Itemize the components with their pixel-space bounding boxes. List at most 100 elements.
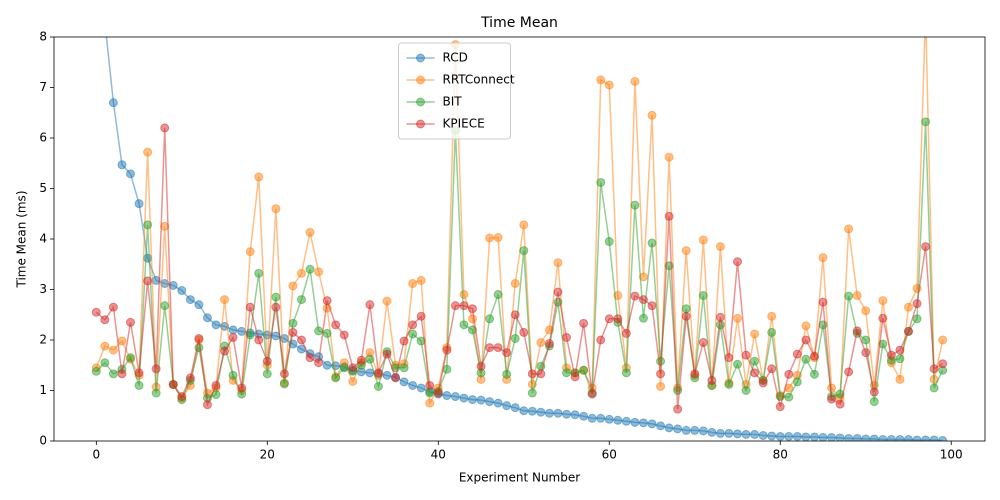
data-point: [356, 355, 366, 365]
data-point: [562, 332, 572, 342]
data-point: [442, 391, 452, 401]
data-point: [630, 291, 640, 301]
data-point: [921, 435, 931, 441]
data-point: [228, 332, 238, 342]
data-point: [544, 408, 554, 418]
series-line: [95, 121, 944, 402]
x-tick-label: 40: [431, 448, 446, 462]
data-point: [792, 377, 802, 387]
data-point: [724, 353, 734, 363]
data-point: [587, 413, 597, 423]
data-point: [185, 295, 195, 305]
x-tick-label: 20: [260, 448, 275, 462]
data-point: [485, 233, 495, 243]
data-point: [220, 346, 230, 356]
data-point: [288, 327, 298, 337]
data-point: [502, 348, 512, 358]
data-point: [408, 278, 418, 288]
data-point: [467, 314, 477, 324]
y-tick-label: 5: [39, 181, 47, 195]
data-point: [536, 369, 546, 379]
data-point: [553, 258, 563, 268]
data-point: [579, 411, 589, 421]
data-point: [844, 433, 854, 441]
data-point: [100, 358, 110, 368]
data-point: [100, 315, 110, 325]
data-point: [801, 354, 811, 364]
data-point: [750, 429, 760, 439]
data-point: [929, 364, 939, 374]
data-point: [579, 318, 589, 328]
data-point: [322, 328, 332, 338]
data-point: [143, 253, 153, 263]
data-point: [844, 224, 854, 234]
data-point: [861, 348, 871, 358]
data-point: [416, 383, 426, 393]
data-point: [271, 204, 281, 214]
data-point: [527, 406, 537, 416]
data-point: [485, 397, 495, 407]
data-point: [459, 301, 469, 311]
legend-marker: [416, 97, 425, 107]
x-tick-label: 100: [940, 448, 963, 462]
y-tick-label: 3: [39, 282, 47, 296]
data-point: [809, 432, 819, 441]
data-point: [647, 301, 657, 311]
data-point: [750, 368, 760, 378]
data-point: [638, 313, 648, 323]
data-point: [844, 367, 854, 377]
data-point: [621, 416, 631, 426]
data-point: [835, 399, 845, 409]
data-point: [912, 299, 922, 309]
data-point: [681, 311, 691, 321]
data-point: [399, 377, 409, 387]
data-point: [476, 395, 486, 405]
data-point: [938, 359, 948, 369]
data-point: [733, 359, 743, 369]
data-point: [809, 351, 819, 361]
y-tick-label: 4: [39, 232, 47, 246]
data-point: [408, 320, 418, 330]
data-point: [767, 327, 777, 337]
data-point: [664, 211, 674, 221]
data-point: [493, 290, 503, 300]
data-point: [348, 363, 358, 373]
data-point: [536, 407, 546, 417]
data-point: [373, 381, 383, 391]
data-point: [365, 354, 375, 364]
legend-label: KPIECE: [443, 117, 485, 131]
data-point: [279, 379, 289, 389]
data-point: [621, 328, 631, 338]
data-point: [647, 419, 657, 429]
data-point: [228, 325, 238, 335]
data-point: [271, 292, 281, 302]
data-point: [707, 427, 717, 437]
data-point: [912, 314, 922, 324]
data-point: [835, 433, 845, 441]
data-point: [339, 330, 349, 340]
data-point: [245, 247, 255, 257]
data-point: [399, 336, 409, 346]
data-point: [895, 345, 905, 355]
data-point: [921, 117, 931, 127]
data-point: [467, 395, 477, 405]
data-point: [852, 291, 862, 301]
data-point: [117, 336, 127, 346]
series-line: [95, 127, 944, 410]
data-point: [510, 333, 520, 343]
data-point: [903, 302, 913, 312]
data-point: [314, 358, 324, 368]
data-point: [852, 433, 862, 441]
data-point: [91, 307, 101, 317]
data-point: [733, 313, 743, 323]
data-point: [143, 220, 153, 230]
data-point: [382, 349, 392, 359]
data-point: [476, 361, 486, 371]
data-point: [296, 295, 306, 305]
data-point: [869, 397, 879, 407]
data-point: [177, 286, 187, 296]
data-point: [938, 335, 948, 345]
data-point: [801, 335, 811, 345]
data-point: [758, 430, 768, 440]
